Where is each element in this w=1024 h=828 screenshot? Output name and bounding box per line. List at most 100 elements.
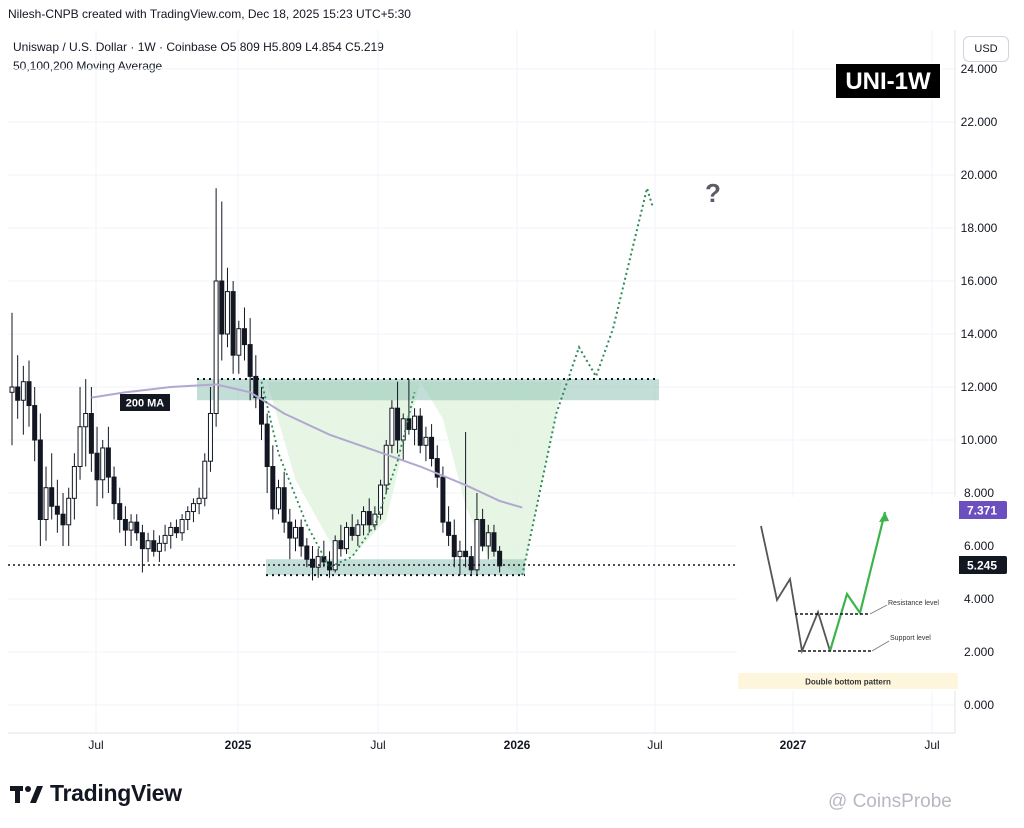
candle-body: [468, 556, 474, 571]
y-tick-label: 10.000: [961, 433, 998, 447]
tradingview-logo: TradingView: [10, 780, 182, 807]
candle-body: [383, 444, 389, 486]
candle-body: [429, 436, 435, 460]
x-tick-label: Jul: [924, 738, 939, 752]
candle-body: [128, 521, 134, 531]
last-price-tag: [957, 556, 1007, 574]
double-bottom-inset: Resistance level Support level Double bo…: [737, 497, 959, 691]
candle-body: [66, 497, 72, 526]
candle-body: [236, 328, 242, 356]
candle-body: [202, 460, 208, 499]
candle-body: [338, 540, 344, 550]
candle-body: [372, 513, 378, 526]
y-tick-label: 22.000: [961, 115, 998, 129]
cup-path: [260, 381, 416, 569]
x-tick-label: Jul: [647, 738, 662, 752]
candle-body: [287, 521, 293, 539]
ma-label: 200 MA: [126, 398, 165, 410]
candle-body: [145, 540, 151, 550]
candle-body: [491, 532, 497, 552]
inset-caption: Double bottom pattern: [805, 678, 891, 687]
last-price-value: 5.245: [967, 559, 997, 573]
candle-body: [83, 413, 89, 428]
candle-body: [162, 534, 168, 544]
candle-body: [230, 291, 236, 356]
candle-body: [100, 447, 106, 481]
inset-resistance-label: Resistance level: [888, 600, 939, 607]
candle-body: [264, 423, 270, 468]
candle-body: [185, 511, 191, 520]
inset-support-pointer: [871, 640, 890, 652]
ticker-badge: [836, 64, 940, 98]
tradingview-brand: TradingView: [50, 780, 182, 806]
y-tick-label: 20.000: [961, 168, 998, 182]
candle-body: [451, 534, 457, 558]
candle-body: [389, 407, 395, 446]
resistance-zone: [197, 379, 659, 401]
candle-body: [15, 386, 21, 401]
ma-price-value: 7.371: [967, 504, 997, 518]
candle-body: [139, 532, 145, 550]
candle-body: [275, 487, 281, 510]
candle-body: [32, 405, 38, 441]
candle-body: [49, 487, 55, 507]
y-tick-label: 4.000: [964, 592, 994, 606]
y-tick-label: 2.000: [964, 645, 994, 659]
x-tick-label: 2025: [225, 738, 252, 752]
candle-body: [304, 545, 310, 560]
projection-path: [521, 184, 654, 576]
candle-body: [213, 280, 219, 414]
candle-body: [349, 526, 355, 536]
candle-body: [134, 521, 140, 534]
y-tick-label: 8.000: [964, 486, 994, 500]
candle-body: [196, 497, 202, 505]
inset-price-path: [760, 525, 831, 655]
candle-body: [20, 381, 26, 401]
projection: [260, 184, 654, 576]
candle-body: [88, 413, 94, 454]
candle-body: [440, 476, 446, 523]
candle-body: [37, 439, 43, 520]
candle-body: [43, 487, 49, 521]
candle-body: [412, 415, 418, 430]
symbol-info: Uniswap / U.S. Dollar · 1W · Coinbase O5…: [13, 40, 384, 54]
y-tick-label: 16.000: [961, 274, 998, 288]
candle-body: [480, 519, 486, 547]
inset-breakout-path: [828, 511, 887, 652]
candle-body: [258, 397, 264, 425]
candle-body: [77, 426, 83, 467]
candle-body: [344, 526, 350, 550]
candle-body: [253, 375, 259, 399]
tradingview-logo-icon: [10, 785, 43, 803]
inset-support-label: Support level: [890, 635, 931, 642]
candle-body: [94, 452, 100, 481]
y-tick-label: 14.000: [961, 327, 998, 341]
candle-body: [366, 511, 372, 526]
moving-average: [91, 383, 523, 509]
candle-body: [241, 328, 247, 346]
y-tick-label: 6.000: [964, 539, 994, 553]
candle-body: [497, 550, 503, 567]
ticker-badge-text: UNI-1W: [845, 68, 931, 95]
candle-body: [446, 521, 452, 536]
currency-button[interactable]: USD: [963, 36, 1009, 62]
candle-body: [457, 550, 463, 558]
candle-body: [54, 505, 60, 515]
candle-body: [463, 550, 469, 558]
y-tick-label: 0.000: [964, 698, 994, 712]
coinsprobe-watermark: @ CoinsProbe: [828, 791, 952, 812]
candle-body: [293, 526, 298, 539]
candle-body: [122, 519, 128, 531]
candle-body: [117, 503, 123, 521]
x-tick-label: Jul: [370, 738, 385, 752]
candle-body: [423, 436, 429, 446]
candle-body: [173, 526, 179, 534]
inset-resistance-pointer: [869, 604, 888, 615]
inset-caption-box: [738, 673, 958, 689]
candle-body: [207, 413, 213, 462]
candle-body: [281, 487, 287, 523]
candle-body: [474, 519, 480, 571]
candle-body: [395, 407, 401, 441]
candle-body: [355, 524, 361, 536]
